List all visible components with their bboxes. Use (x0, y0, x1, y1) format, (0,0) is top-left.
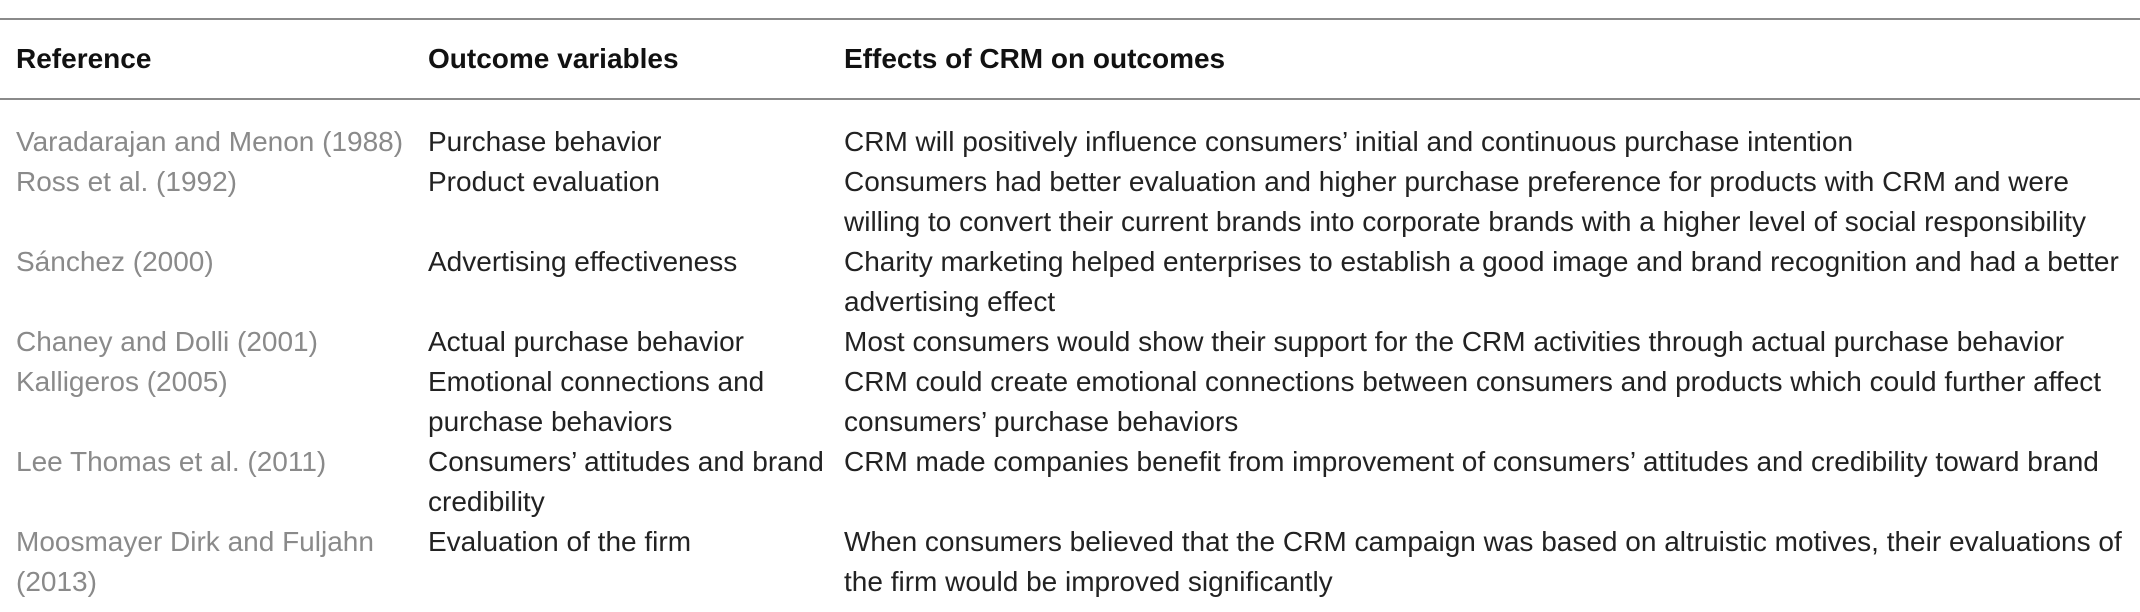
table-row: Varadarajan and Menon (1988) Purchase be… (0, 122, 2140, 162)
header-effects: Effects of CRM on outcomes (844, 43, 1226, 74)
table-header-rule (0, 98, 2140, 100)
outcome-cell: Actual purchase behavior (428, 326, 744, 357)
effects-cell: CRM made companies benefit from improvem… (844, 446, 2099, 477)
outcome-cell: Evaluation of the firm (428, 526, 692, 557)
effects-cell: CRM could create emotional connections b… (844, 366, 2102, 437)
table-row: Kalligeros (2005) Emotional connections … (0, 362, 2140, 442)
outcome-cell: Product evaluation (428, 166, 660, 197)
reference-cell: Chaney and Dolli (2001) (16, 326, 318, 357)
header-outcome-variables: Outcome variables (428, 43, 679, 74)
crm-outcomes-table: Reference Outcome variables Effects of C… (0, 18, 2140, 602)
outcome-cell: Consumers’ attitudes and brand credibili… (428, 446, 824, 517)
reference-cell: Kalligeros (2005) (16, 366, 228, 397)
reference-cell: Lee Thomas et al. (2011) (16, 446, 327, 477)
table-body: Varadarajan and Menon (1988) Purchase be… (0, 100, 2140, 602)
table-row: Ross et al. (1992) Product evaluation Co… (0, 162, 2140, 242)
reference-cell: Varadarajan and Menon (1988) (16, 126, 404, 157)
reference-cell: Ross et al. (1992) (16, 166, 237, 197)
table-top-rule (0, 18, 2140, 20)
table-header-row: Reference Outcome variables Effects of C… (0, 20, 2140, 98)
table-row: Chaney and Dolli (2001) Actual purchase … (0, 322, 2140, 362)
effects-cell: Most consumers would show their support … (844, 326, 2065, 357)
table-row: Lee Thomas et al. (2011) Consumers’ atti… (0, 442, 2140, 522)
effects-cell: Charity marketing helped enterprises to … (844, 246, 2119, 317)
table-row: Sánchez (2000) Advertising effectiveness… (0, 242, 2140, 322)
outcome-cell: Advertising effectiveness (428, 246, 738, 277)
outcome-cell: Purchase behavior (428, 126, 662, 157)
table-row: Moosmayer Dirk and Fuljahn (2013) Evalua… (0, 522, 2140, 602)
header-reference: Reference (16, 43, 152, 74)
effects-cell: CRM will positively influence consumers’… (844, 126, 1854, 157)
reference-cell: Moosmayer Dirk and Fuljahn (2013) (16, 526, 374, 597)
effects-cell: Consumers had better evaluation and high… (844, 166, 2086, 237)
outcome-cell: Emotional connections and purchase behav… (428, 366, 765, 437)
reference-cell: Sánchez (2000) (16, 246, 214, 277)
effects-cell: When consumers believed that the CRM cam… (844, 526, 2122, 597)
